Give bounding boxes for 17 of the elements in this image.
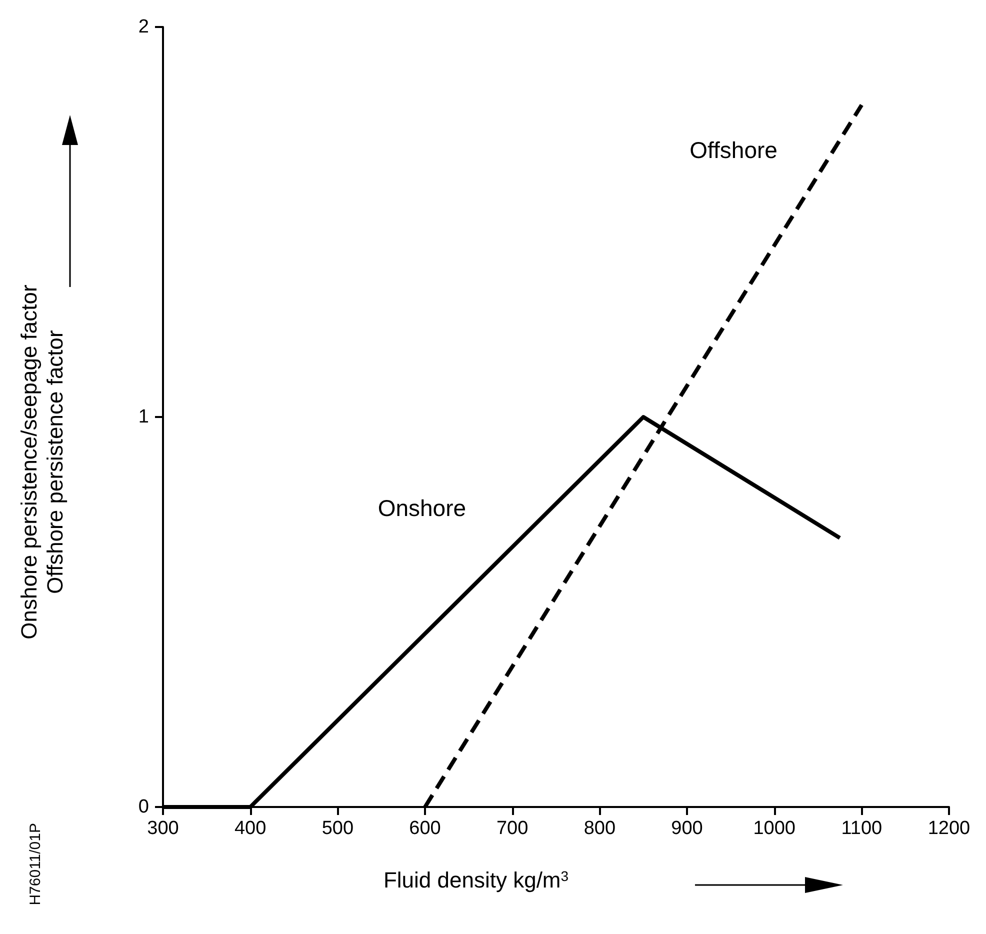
x-tick-label: 1100 — [841, 818, 882, 839]
text: Onshore — [378, 494, 466, 521]
series-label: Offshore — [690, 137, 778, 163]
y-tick-label: 2 — [138, 16, 149, 38]
x-tick-label: 600 — [409, 818, 441, 839]
x-tick-label: 1000 — [753, 818, 796, 839]
x-tick-label: 500 — [322, 818, 354, 839]
text: H76011/01P — [27, 822, 44, 906]
x-tick-label: 1200 — [928, 818, 970, 839]
x-tick-label: 300 — [147, 818, 179, 839]
x-tick-label: 400 — [234, 818, 266, 839]
y-tick-label: 0 — [138, 796, 149, 818]
y-axis-title: Onshore persistence/seepage factor Offshore persistence factor — [16, 284, 68, 640]
y-tick-label: 1 — [138, 406, 149, 428]
x-tick-label: 800 — [584, 818, 616, 839]
x-tick-label: 700 — [496, 818, 528, 839]
x-tick-label: 900 — [671, 818, 703, 839]
